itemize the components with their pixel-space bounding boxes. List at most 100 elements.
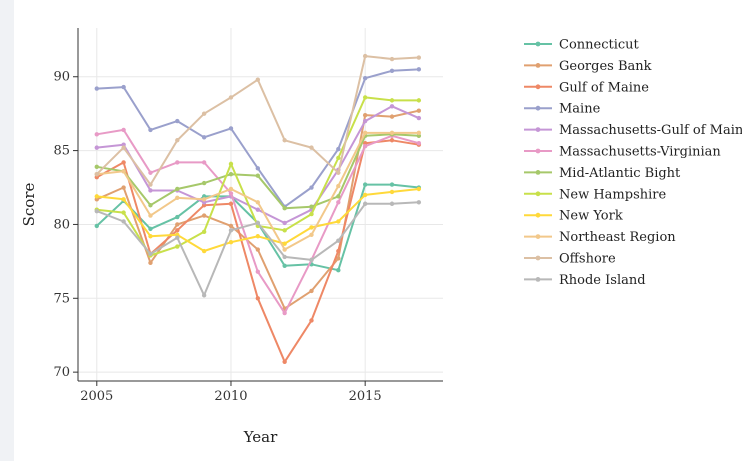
data-point <box>228 172 234 177</box>
legend: Connecticut Georges Bank Gulf of Maine Main… <box>524 38 742 288</box>
data-point <box>201 213 207 218</box>
legend-marker <box>535 234 541 240</box>
data-point <box>309 318 314 323</box>
legend-label: Georges Bank <box>559 59 652 74</box>
data-point <box>121 84 126 90</box>
series-massachusetts-virginian <box>94 127 422 316</box>
x-tick-label: 2005 <box>80 389 113 404</box>
data-point <box>362 143 368 149</box>
data-point <box>94 172 99 177</box>
legend-item-massachusetts-virginian: Massachusetts-Virginian <box>524 145 721 160</box>
data-point <box>389 201 395 206</box>
legend-marker <box>535 170 541 175</box>
axes <box>73 28 443 386</box>
legend-label: Offshore <box>559 252 616 267</box>
data-point <box>201 248 207 254</box>
data-point <box>309 288 314 294</box>
data-point <box>255 166 261 171</box>
legend-label: Massachusetts-Gulf of Maine <box>559 123 742 138</box>
series-northeast-region <box>94 130 422 252</box>
series-mid-atlantic-bight <box>94 132 422 211</box>
data-point <box>336 200 341 205</box>
legend-marker <box>535 84 541 90</box>
legend-marker <box>535 63 541 68</box>
data-point <box>309 211 314 217</box>
legend-marker <box>535 127 541 132</box>
data-point <box>255 296 261 301</box>
data-point <box>228 95 234 100</box>
data-point <box>282 228 287 233</box>
data-point <box>389 68 395 74</box>
data-point <box>175 160 180 165</box>
series-line-mid-atlantic-bight <box>96 133 419 210</box>
legend-item-massachusetts-gulf-of-maine: Massachusetts-Gulf of Maine <box>524 123 742 138</box>
data-point <box>94 86 99 91</box>
data-point <box>416 115 422 121</box>
data-point <box>416 141 422 146</box>
data-point <box>148 260 153 266</box>
data-point <box>309 204 314 209</box>
data-point <box>416 55 422 60</box>
data-point <box>362 192 368 198</box>
legend-item-rhode-island: Rhode Island <box>524 273 646 288</box>
legend-label: New York <box>559 209 623 224</box>
data-point <box>336 248 341 254</box>
data-point <box>175 214 180 220</box>
x-axis-title: Year <box>243 428 278 446</box>
data-point <box>389 189 395 195</box>
data-point <box>362 182 368 187</box>
data-point <box>309 257 314 263</box>
data-point <box>362 76 368 81</box>
data-point <box>228 161 234 167</box>
data-point <box>148 127 153 133</box>
data-point <box>336 256 341 261</box>
data-point <box>148 203 153 208</box>
y-tick-label: 75 <box>53 291 70 306</box>
data-point <box>336 238 341 243</box>
data-point <box>255 173 261 178</box>
data-point <box>228 201 234 206</box>
data-point <box>94 132 99 137</box>
legend-label: Rhode Island <box>559 273 646 288</box>
series-massachusetts-gulf-of-maine <box>94 104 422 226</box>
data-point <box>201 197 207 202</box>
data-point <box>201 135 207 140</box>
data-point <box>255 77 261 82</box>
data-point <box>389 114 395 119</box>
legend-label: Northeast Region <box>559 230 676 245</box>
data-point <box>282 205 287 211</box>
data-point <box>121 127 126 133</box>
data-point <box>336 170 341 175</box>
data-point <box>416 186 422 192</box>
legend-marker <box>535 41 541 47</box>
data-point <box>282 359 287 364</box>
data-point <box>121 160 126 165</box>
data-point <box>175 138 180 143</box>
data-point <box>309 145 314 150</box>
data-point <box>148 234 153 239</box>
data-point <box>201 293 207 298</box>
x-tick-label: 2010 <box>214 389 247 404</box>
data-point <box>255 269 261 274</box>
data-point <box>362 53 368 59</box>
data-point <box>94 194 99 199</box>
data-point <box>175 228 180 233</box>
data-point <box>255 200 261 205</box>
series-lines <box>94 53 422 364</box>
data-point <box>336 183 341 189</box>
data-point <box>416 98 422 103</box>
data-point <box>175 222 180 227</box>
data-point <box>148 188 153 193</box>
data-point <box>255 220 261 226</box>
legend-item-maine: Maine <box>524 102 601 117</box>
data-point <box>362 130 368 136</box>
data-point <box>121 169 126 174</box>
legend-label: Massachusetts-Virginian <box>559 145 721 160</box>
data-point <box>282 310 287 316</box>
data-point <box>121 197 126 202</box>
y-tick-label: 85 <box>53 144 70 159</box>
y-tick-label: 90 <box>53 70 70 85</box>
data-point <box>228 186 234 192</box>
data-point <box>389 98 395 103</box>
